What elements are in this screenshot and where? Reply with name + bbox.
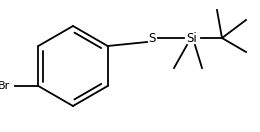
Text: S: S <box>148 32 156 44</box>
Text: Si: Si <box>187 32 197 44</box>
Text: Br: Br <box>0 81 10 91</box>
